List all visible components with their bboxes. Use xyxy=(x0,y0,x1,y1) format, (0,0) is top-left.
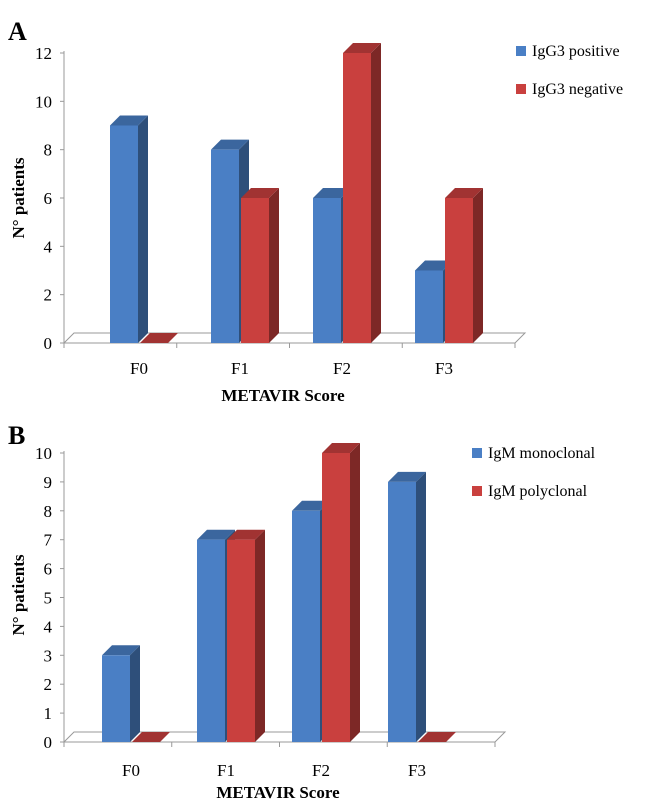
chart-b-plot: 0 1 2 3 4 5 6 7 8 9 10 F0 F1 F2 F3 xyxy=(35,443,507,780)
chart-b-xlabel: METAVIR Score xyxy=(216,783,340,802)
chart-a-legend: IgG3 positive IgG3 negative xyxy=(516,43,623,98)
y-tick-label: 6 xyxy=(44,189,53,208)
y-tick-label: 6 xyxy=(44,560,53,579)
y-tick-label: 8 xyxy=(44,141,53,160)
y-tick-label: 10 xyxy=(35,92,52,111)
bar xyxy=(445,188,483,343)
chart-b-ylabel: N° patients xyxy=(9,554,28,635)
x-tick-label: F2 xyxy=(333,359,351,378)
legend-label-igg3-negative: IgG3 negative xyxy=(532,81,623,98)
legend-label-igg3-positive: IgG3 positive xyxy=(532,43,620,60)
bar xyxy=(140,333,178,343)
bar xyxy=(241,188,279,343)
chart-a-ylabel: N° patients xyxy=(9,157,28,238)
y-tick-label: 8 xyxy=(44,502,53,521)
y-tick-label: 12 xyxy=(35,44,52,63)
chart-b-legend: IgM monoclonal IgM polyclonal xyxy=(472,445,596,500)
panel-label-a: A xyxy=(8,17,27,46)
y-tick-label: 0 xyxy=(44,334,53,353)
bar xyxy=(388,471,426,742)
y-tick-label: 4 xyxy=(44,237,53,256)
y-tick-label: 5 xyxy=(44,589,53,608)
panel-label-b: B xyxy=(8,421,25,450)
bar xyxy=(322,443,360,742)
x-tick-label: F0 xyxy=(122,761,140,780)
chart-panel-b: B 0 1 2 3 4 5 6 7 8 9 10 F0 F1 F2 F3 METAVIR Score N° … xyxy=(8,421,596,802)
bar xyxy=(132,732,170,742)
legend-swatch-igg3-negative xyxy=(516,84,526,94)
chart-a-plot: 0 2 4 6 8 10 12 F0 F1 F2 F3 xyxy=(35,43,527,378)
y-tick-label: 7 xyxy=(44,531,53,550)
y-tick-label: 0 xyxy=(44,733,53,752)
bar xyxy=(343,43,381,343)
x-tick-label: F3 xyxy=(435,359,453,378)
bar xyxy=(418,732,456,742)
y-tick-label: 1 xyxy=(44,704,53,723)
y-tick-label: 10 xyxy=(35,444,52,463)
legend-label-igm-polyclonal: IgM polyclonal xyxy=(488,483,588,500)
x-tick-label: F1 xyxy=(231,359,249,378)
y-tick-label: 2 xyxy=(44,286,53,305)
y-tick-label: 2 xyxy=(44,675,53,694)
y-tick-label: 4 xyxy=(44,617,53,636)
chart-panel-a: A 0 2 4 6 8 10 12 F0 F1 F2 F3 METAVIR Score N° pat… xyxy=(8,17,623,405)
x-tick-label: F1 xyxy=(217,761,235,780)
y-tick-label: 9 xyxy=(44,473,53,492)
x-tick-label: F2 xyxy=(312,761,330,780)
bar xyxy=(102,645,140,742)
bar xyxy=(110,115,148,343)
legend-label-igm-monoclonal: IgM monoclonal xyxy=(488,445,596,462)
x-tick-label: F3 xyxy=(408,761,426,780)
legend-swatch-igm-monoclonal xyxy=(472,448,482,458)
bar xyxy=(227,529,265,742)
chart-a-xlabel: METAVIR Score xyxy=(221,386,345,405)
legend-swatch-igg3-positive xyxy=(516,46,526,56)
legend-swatch-igm-polyclonal xyxy=(472,486,482,496)
y-tick-label: 3 xyxy=(44,646,53,665)
x-tick-label: F0 xyxy=(130,359,148,378)
